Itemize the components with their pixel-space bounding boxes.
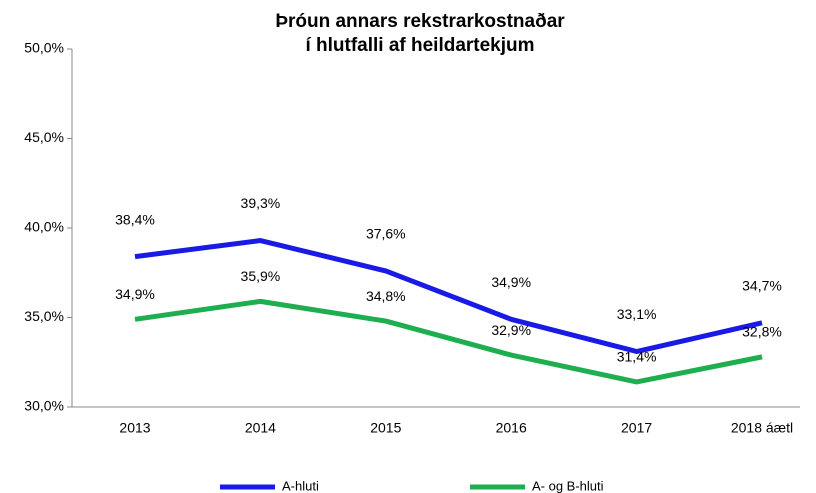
y-tick-label: 35,0% <box>24 308 64 324</box>
x-tick-label: 2014 <box>245 420 276 436</box>
chart-title: í hlutfalli af heildartekjum <box>305 35 534 56</box>
x-tick-label: 2017 <box>621 420 652 436</box>
data-label: 38,4% <box>115 211 155 227</box>
x-tick-label: 2018 áætl <box>731 420 793 436</box>
y-tick-label: 40,0% <box>24 219 64 235</box>
data-label: 34,8% <box>366 288 406 304</box>
y-tick-label: 50,0% <box>24 40 64 56</box>
data-label: 34,9% <box>115 286 155 302</box>
data-label: 34,7% <box>742 278 782 294</box>
line <box>134 298 763 385</box>
data-label: 33,1% <box>617 306 657 322</box>
data-label: 34,9% <box>491 274 531 290</box>
data-label: 31,4% <box>617 349 657 365</box>
data-label: 39,3% <box>241 195 281 211</box>
y-tick-label: 45,0% <box>24 129 64 145</box>
legend-label: A- og B-hluti <box>532 478 604 493</box>
data-label: 37,6% <box>366 226 406 242</box>
data-label: 32,8% <box>742 324 782 340</box>
y-tick-label: 30,0% <box>24 398 64 414</box>
chart-title: Þróun annars rekstrarkostnaðar <box>275 11 565 32</box>
x-tick-label: 2016 <box>496 420 527 436</box>
x-tick-label: 2013 <box>119 420 150 436</box>
x-tick-label: 2015 <box>370 420 401 436</box>
data-label: 32,9% <box>491 322 531 338</box>
legend-label: A-hluti <box>282 478 319 493</box>
line <box>134 238 763 355</box>
data-label: 35,9% <box>241 268 281 284</box>
